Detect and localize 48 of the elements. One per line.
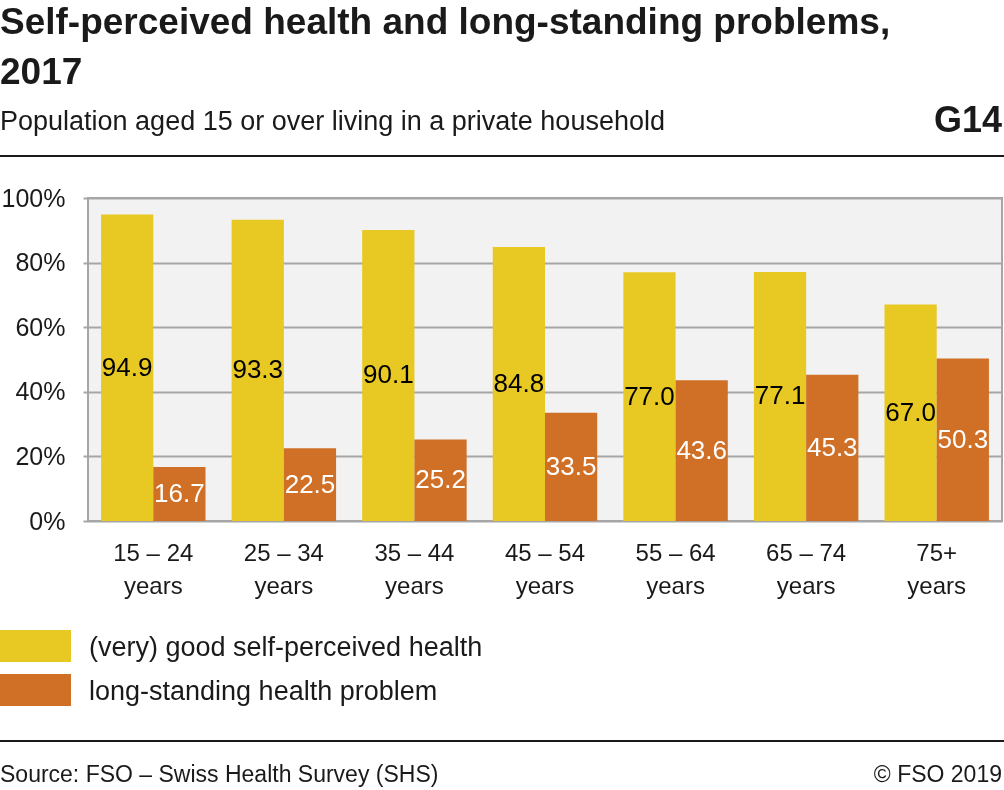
bar [153, 467, 206, 521]
x-tick-label: 25 – 34 years [243, 538, 324, 599]
x-tick-label: 45 – 54 years [504, 538, 586, 599]
y-tick-label: 60% [15, 312, 66, 341]
bar [675, 380, 728, 521]
bar [414, 439, 467, 521]
bar [753, 271, 807, 521]
bar [806, 374, 859, 521]
data-label: 22.5 [284, 468, 336, 499]
data-label: 33.5 [545, 450, 597, 481]
y-tick-label: 40% [15, 377, 66, 406]
y-tick-label: 0% [29, 506, 66, 535]
bar [283, 448, 337, 521]
bar [492, 247, 545, 521]
data-label: 43.6 [676, 434, 727, 465]
x-tick-label: 65 – 74 years [766, 538, 847, 599]
bar [623, 272, 676, 521]
y-tick-label: 20% [15, 441, 66, 470]
bar [101, 214, 154, 521]
bar [545, 412, 598, 521]
chart-subtitle: Population aged 15 or over living in a private household [0, 106, 665, 136]
legend-label: (very) good self-perceived health [89, 632, 483, 662]
legend-label: long-standing health problem [89, 676, 438, 706]
bar [936, 358, 989, 521]
data-label: 94.9 [101, 351, 153, 382]
bar [362, 229, 415, 521]
data-label: 67.0 [885, 396, 936, 427]
data-label: 93.3 [232, 354, 284, 385]
y-tick-label: 80% [15, 248, 66, 277]
bar [231, 219, 284, 521]
x-tick-label: 75+ years [907, 538, 967, 599]
x-tick-label: 15 – 24 years [113, 538, 194, 599]
data-label: 45.3 [806, 431, 858, 462]
data-label: 77.1 [754, 380, 806, 411]
data-label: 16.7 [154, 478, 205, 509]
bar [884, 304, 937, 521]
data-label: 25.2 [415, 464, 466, 495]
data-label: 50.3 [937, 423, 989, 454]
x-tick-label: 35 – 44 years [374, 538, 455, 599]
y-tick-label: 100% [1, 183, 66, 212]
data-label: 77.0 [624, 380, 675, 411]
data-label: 84.8 [493, 368, 545, 399]
text: G14 [933, 99, 1002, 140]
data-label: 90.1 [363, 359, 414, 390]
text: © FSO 2019 [873, 761, 1002, 787]
source-note: Source: FSO – Swiss Health Survey (SHS) [0, 761, 439, 787]
x-tick-label: 55 – 64 years [635, 538, 716, 599]
chart-title: Self-perceived health and long-standing problems, 2017 [0, 1, 891, 92]
